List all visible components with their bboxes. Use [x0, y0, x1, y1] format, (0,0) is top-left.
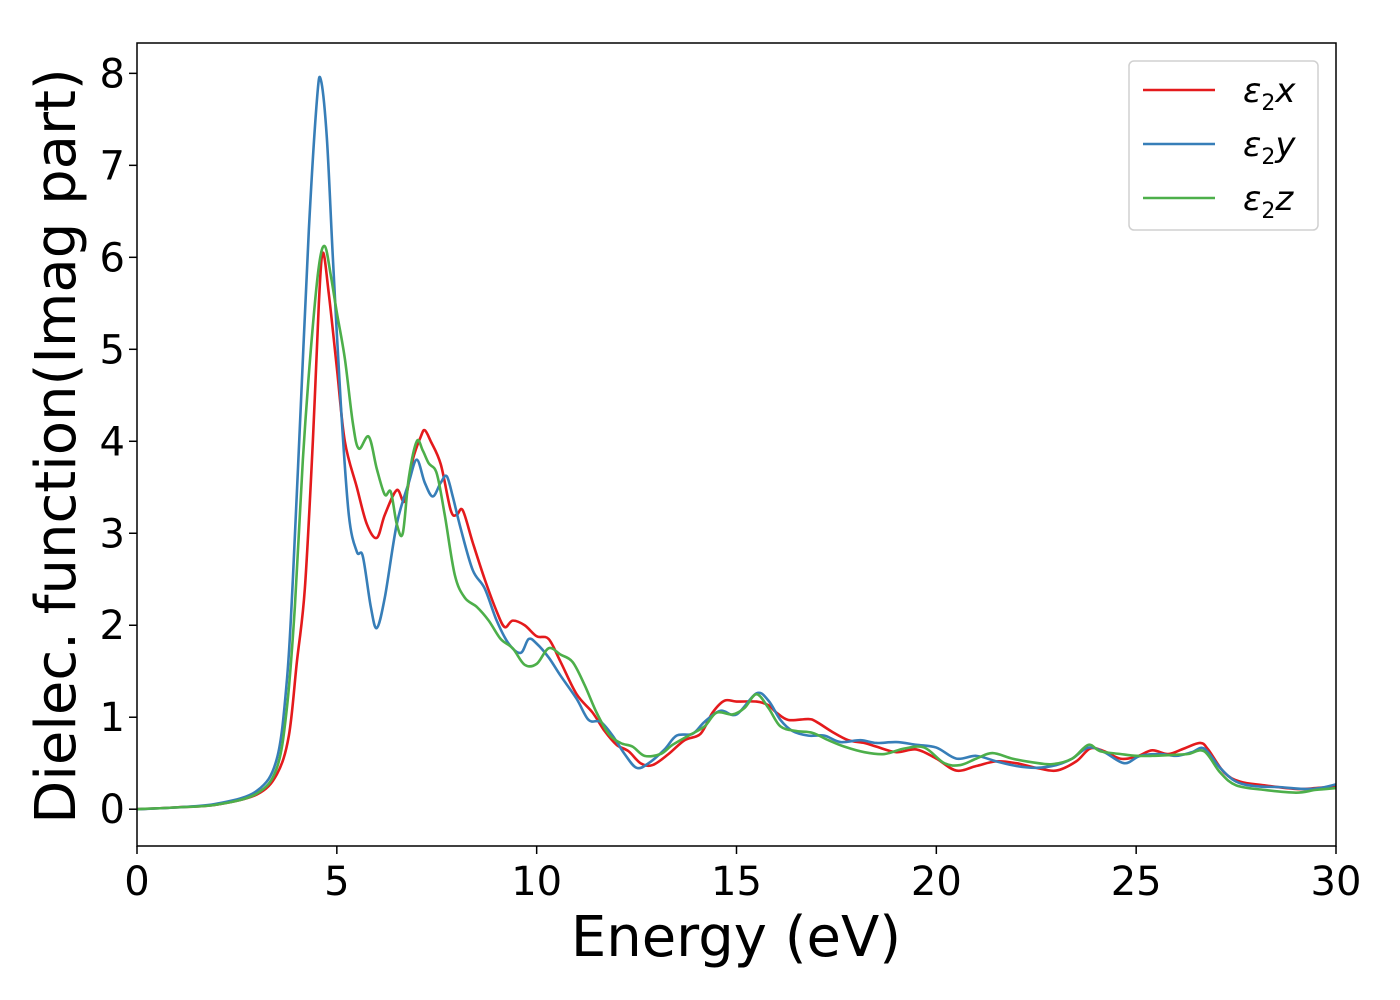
- series-line-1: [136, 251, 1337, 811]
- y-tick-label: 0: [100, 787, 125, 833]
- x-tick-label: 25: [1111, 859, 1162, 905]
- y-tick-label: 7: [100, 143, 125, 189]
- legend-label-2: ε2y: [1243, 125, 1296, 170]
- y-tick-label: 4: [100, 419, 125, 465]
- y-tick-label: 1: [100, 695, 125, 741]
- x-axis-title: Energy (eV): [571, 905, 901, 970]
- legend-label-1: ε2x: [1243, 71, 1296, 116]
- y-axis-title: Dielec. function(Imag part): [24, 68, 89, 824]
- x-tick-label: 15: [711, 859, 762, 905]
- series-lines: [136, 75, 1337, 811]
- x-tick-label: 10: [511, 859, 562, 905]
- y-tick-label: 8: [100, 51, 125, 97]
- x-tick-label: 30: [1311, 859, 1362, 905]
- y-tick-label: 2: [100, 603, 125, 649]
- x-tick-label: 0: [124, 859, 149, 905]
- x-axis: 0 5 10 15 20 25 30: [124, 846, 1361, 905]
- legend: ε2x ε2y ε2z: [1128, 60, 1319, 231]
- series-line-3: [136, 244, 1337, 811]
- y-tick-label: 6: [100, 235, 125, 281]
- legend-label-3: ε2z: [1243, 179, 1294, 224]
- y-axis: 0 1 2 3 4 5 6 7 8: [100, 51, 137, 833]
- legend-box: [1128, 60, 1319, 231]
- y-tick-label: 3: [100, 511, 125, 557]
- x-tick-label: 5: [324, 859, 349, 905]
- x-tick-label: 20: [911, 859, 962, 905]
- y-tick-label: 5: [100, 327, 125, 373]
